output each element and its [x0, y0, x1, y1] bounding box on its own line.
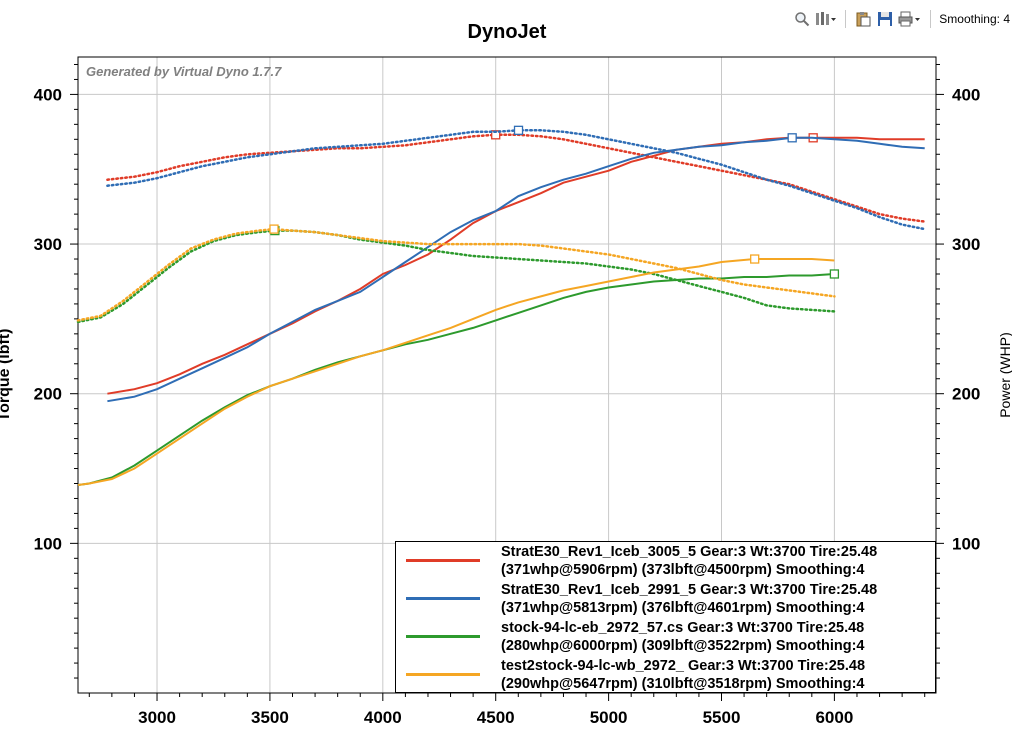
legend-item[interactable]: test2stock-94-lc-wb_2972_ Gear:3 Wt:3700… — [396, 656, 935, 694]
power-line — [107, 136, 925, 403]
legend-series-detail: (371whp@5813rpm) (376lbft@4601rpm) Smoot… — [501, 600, 865, 616]
x-tick-label: 3000 — [138, 708, 176, 727]
x-tick-label: 4500 — [477, 708, 515, 727]
y-tick-label-right: 400 — [952, 85, 980, 104]
legend-text: StratE30_Rev1_Iceb_2991_5 Gear:3 Wt:3700… — [501, 581, 877, 617]
chart-toolbar: Smoothing: 4 — [793, 6, 1012, 32]
legend-text: test2stock-94-lc-wb_2972_ Gear:3 Wt:3700… — [501, 657, 865, 693]
settings-dropdown-icon[interactable] — [815, 10, 837, 28]
legend-series-detail: (290whp@5647rpm) (310lbft@3518rpm) Smoot… — [501, 676, 865, 692]
y-tick-label-right: 100 — [952, 534, 980, 553]
y-axis-label-right: Power (WHP) — [997, 332, 1012, 418]
torque-line — [106, 133, 926, 223]
legend-series-detail: (280whp@6000rpm) (309lbft@3522rpm) Smoot… — [501, 638, 865, 654]
y-axis-label-left: Torque (lbft) — [0, 328, 13, 421]
legend: StratE30_Rev1_Iceb_3005_5 Gear:3 Wt:3700… — [395, 541, 936, 693]
y-tick-label-left: 200 — [34, 385, 62, 404]
series-group — [76, 225, 840, 486]
legend-text: StratE30_Rev1_Iceb_3005_5 Gear:3 Wt:3700… — [501, 543, 877, 579]
plot-area — [77, 56, 937, 694]
paste-icon[interactable] — [854, 10, 872, 28]
x-tick-label: 3500 — [251, 708, 289, 727]
y-tick-label-right: 200 — [952, 385, 980, 404]
x-tick-label: 4000 — [364, 708, 402, 727]
torque-line — [106, 129, 926, 231]
torque-peak-marker — [269, 224, 279, 234]
zoom-icon[interactable] — [793, 10, 811, 28]
legend-series-name: test2stock-94-lc-wb_2972_ Gear:3 Wt:3700… — [501, 658, 866, 674]
legend-series-name: stock-94-lc-eb_2972_57.cs Gear:3 Wt:3700… — [501, 620, 865, 636]
power-peak-marker — [750, 254, 760, 264]
watermark: Generated by Virtual Dyno 1.7.7 — [86, 64, 282, 79]
left-axis: 100 200 300 400 — [34, 63, 78, 679]
legend-series-name: StratE30_Rev1_Iceb_2991_5 Gear:3 Wt:3700… — [501, 582, 878, 598]
series-group — [76, 224, 836, 486]
toolbar-separator — [845, 10, 847, 28]
legend-item[interactable]: StratE30_Rev1_Iceb_3005_5 Gear:3 Wt:3700… — [396, 542, 935, 580]
torque-line — [76, 227, 836, 322]
power-peak-marker — [787, 133, 797, 143]
legend-series-name: StratE30_Rev1_Iceb_3005_5 Gear:3 Wt:3700… — [501, 544, 878, 560]
y-tick-label-left: 100 — [34, 534, 62, 553]
right-axis: 100 200 300 400 — [936, 63, 980, 679]
x-tick-label: 5500 — [703, 708, 741, 727]
toolbar-separator — [930, 10, 932, 28]
power-peak-marker — [829, 269, 840, 279]
legend-item[interactable]: StratE30_Rev1_Iceb_2991_5 Gear:3 Wt:3700… — [396, 580, 935, 618]
legend-text: stock-94-lc-eb_2972_57.cs Gear:3 Wt:3700… — [501, 619, 864, 655]
y-tick-label-left: 300 — [34, 235, 62, 254]
x-axis: 3000 3500 4000 4500 5000 5500 6000 — [88, 693, 926, 727]
legend-swatch — [406, 559, 480, 562]
series-layer — [76, 125, 926, 486]
series-group — [106, 130, 926, 395]
x-tick-label: 6000 — [815, 708, 853, 727]
torque-peak-marker — [513, 125, 524, 135]
y-tick-label-left: 400 — [34, 85, 62, 104]
series-group — [106, 125, 926, 403]
power-line — [77, 273, 835, 486]
legend-swatch — [406, 635, 480, 638]
x-tick-label: 5000 — [590, 708, 628, 727]
y-tick-label-right: 300 — [952, 235, 980, 254]
legend-item[interactable]: stock-94-lc-eb_2972_57.cs Gear:3 Wt:3700… — [396, 618, 935, 656]
smoothing-control[interactable]: Smoothing: 4 — [939, 12, 1010, 26]
legend-series-detail: (371whp@5906rpm) (373lbft@4500rpm) Smoot… — [501, 562, 865, 578]
save-icon[interactable] — [876, 10, 894, 28]
print-dropdown-icon[interactable] — [898, 10, 922, 28]
legend-swatch — [406, 597, 480, 600]
chart-title: DynoJet — [468, 21, 547, 43]
power-line — [77, 258, 835, 486]
legend-swatch — [406, 673, 480, 676]
torque-line — [76, 229, 836, 324]
